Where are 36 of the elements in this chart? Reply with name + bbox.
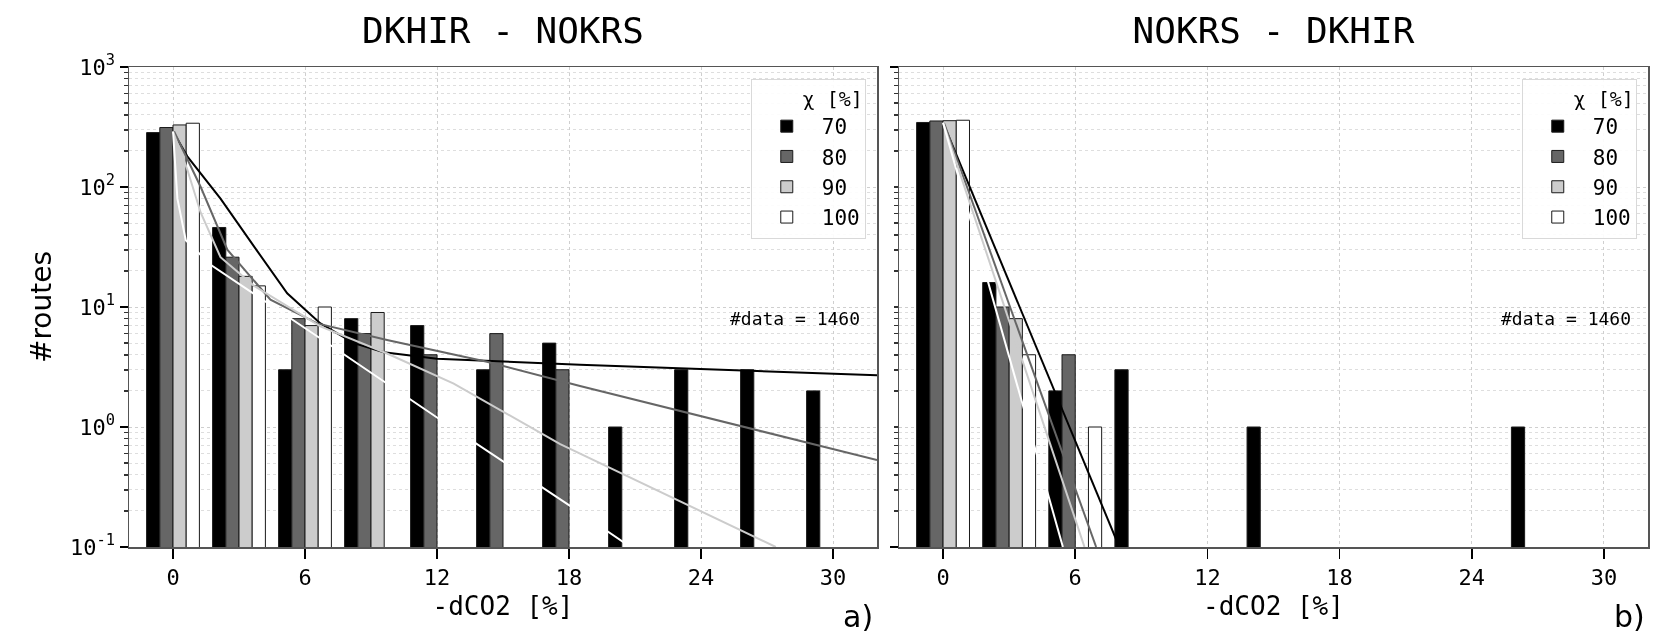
y-tick-label: 10$^{0}$	[79, 411, 116, 440]
legend-label: 100	[1592, 206, 1631, 231]
y-tick-label: 10$^{2}$	[79, 171, 116, 200]
x-tick-label: 6	[1068, 564, 1082, 590]
y-tick-label: 10$^{1}$	[79, 291, 116, 320]
x-tick-label: 18	[555, 564, 583, 590]
x-tick-label: 0	[936, 564, 950, 590]
legend-title: χ [%]	[802, 87, 863, 111]
text: a)	[843, 599, 874, 634]
text: b)	[1614, 599, 1645, 634]
x-tick-label: 0	[166, 564, 180, 590]
legend-label: 70	[821, 115, 848, 140]
legend-label: 90	[821, 175, 848, 200]
x-tick-label: 6	[298, 564, 312, 590]
x-tick-label: 24	[687, 564, 715, 590]
y-tick-label: 10$^{-1}$	[70, 531, 116, 560]
x-tick-label: 12	[1194, 564, 1221, 590]
legend-label: 100	[821, 206, 860, 231]
legend-label: 70	[1592, 115, 1619, 140]
legend-label: 80	[821, 145, 848, 170]
y-axis-title: #routes	[25, 250, 58, 364]
chart-title: NOKRS - DKHIR	[1132, 9, 1415, 51]
x-tick-label: 30	[819, 564, 847, 590]
annotation: #data = 1460	[730, 308, 861, 329]
x-tick-label: 30	[1590, 564, 1618, 590]
x-axis-title: -dCO2 [%]	[432, 591, 574, 622]
legend-label: 80	[1592, 145, 1619, 170]
legend-title: χ [%]	[1573, 87, 1634, 111]
x-tick-label: 18	[1326, 564, 1353, 590]
annotation: #data = 1460	[1501, 308, 1632, 329]
x-axis-title: -dCO2 [%]	[1203, 591, 1344, 622]
x-tick-label: 12	[423, 564, 451, 590]
y-tick-label: 10$^{3}$	[79, 51, 116, 80]
x-tick-label: 24	[1458, 564, 1486, 590]
chart-title: DKHIR - NOKRS	[362, 9, 644, 51]
legend-label: 90	[1592, 175, 1619, 200]
